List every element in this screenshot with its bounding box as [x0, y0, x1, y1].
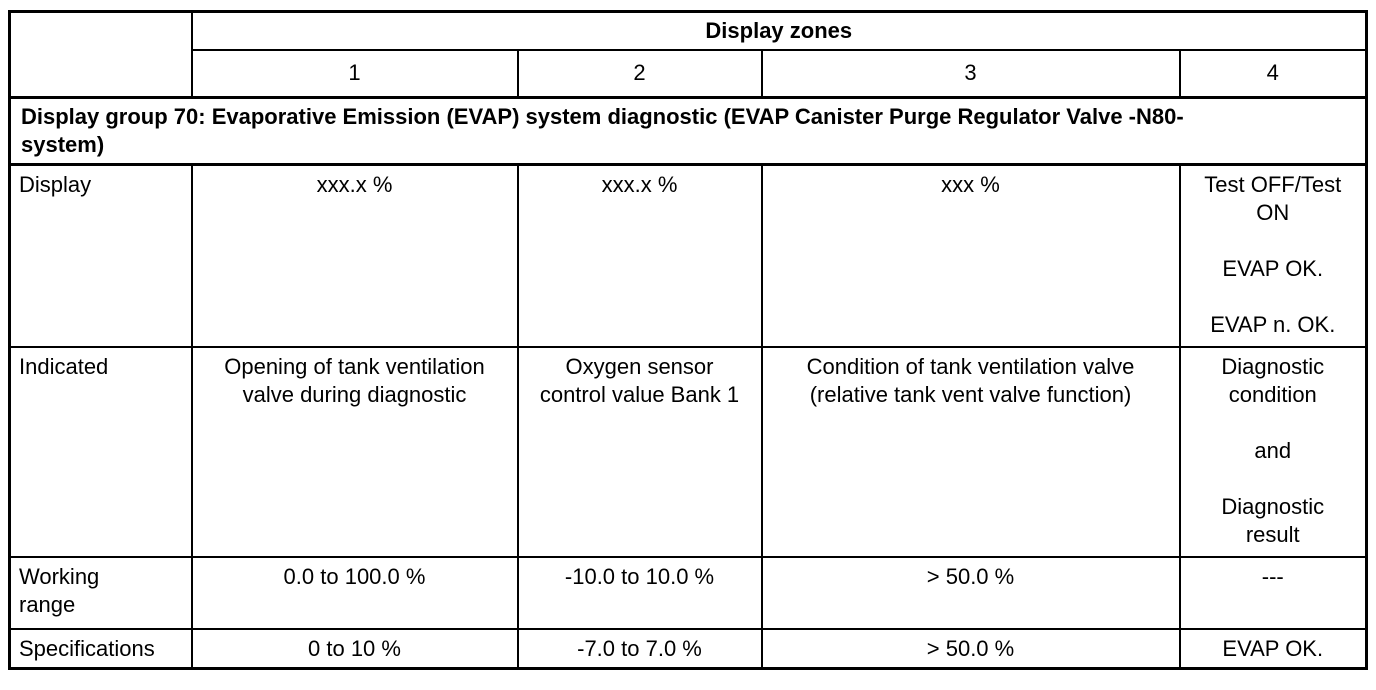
row-label-indicated: Indicated: [8, 345, 193, 558]
specifications-zone3-value: > 50.0 %: [760, 627, 1181, 670]
row-label-display: Display: [8, 163, 193, 348]
zone-3-column-header: 3: [760, 48, 1181, 99]
zone-1-column-header: 1: [190, 48, 519, 99]
working-range-zone4-value: ---: [1178, 555, 1368, 630]
indicated-zone4-line-condition: Diagnostic condition: [1221, 353, 1325, 407]
display-zone2-value: xxx.x %: [516, 163, 763, 348]
indicated-zone1-value: Opening of tank ventilation valve during…: [190, 345, 519, 558]
display-zone4-line-test: Test OFF/Test ON: [1204, 172, 1342, 225]
row-label-working-range: Working range: [8, 555, 193, 630]
display-group-title: Display group 70: Evaporative Emission (…: [8, 96, 1368, 166]
display-zone4-line-evap-ok: EVAP OK.: [1222, 256, 1324, 281]
display-zone4-value: Test OFF/Test ON EVAP OK. EVAP n. OK.: [1178, 163, 1368, 348]
display-zone1-value: xxx.x %: [190, 163, 519, 348]
working-range-zone2-value: -10.0 to 10.0 %: [516, 555, 763, 630]
indicated-zone2-value: Oxygen sensor control value Bank 1: [516, 345, 763, 558]
specifications-zone1-value: 0 to 10 %: [190, 627, 519, 670]
row-label-specifications: Specifications: [8, 627, 193, 670]
zone-4-column-header: 4: [1178, 48, 1368, 99]
indicated-zone4-line-result: Diagnostic result: [1221, 493, 1325, 547]
display-group-70-table: Display zones 1 2 3 4 Display group 70: …: [8, 10, 1369, 670]
working-range-zone3-value: > 50.0 %: [760, 555, 1181, 630]
display-zone4-line-evap-nok: EVAP n. OK.: [1210, 312, 1336, 337]
display-zones-header: Display zones: [190, 10, 1368, 51]
working-range-zone1-value: 0.0 to 100.0 %: [190, 555, 519, 630]
indicated-zone4-line-and: and: [1254, 437, 1292, 463]
specifications-zone2-value: -7.0 to 7.0 %: [516, 627, 763, 670]
indicated-zone4-value: Diagnostic condition and Diagnostic resu…: [1178, 345, 1368, 558]
zone-2-column-header: 2: [516, 48, 763, 99]
display-zone3-value: xxx %: [760, 163, 1181, 348]
indicated-zone3-value: Condition of tank ventilation valve (rel…: [760, 345, 1181, 558]
corner-empty-cell: [8, 10, 193, 99]
specifications-zone4-value: EVAP OK.: [1178, 627, 1368, 670]
